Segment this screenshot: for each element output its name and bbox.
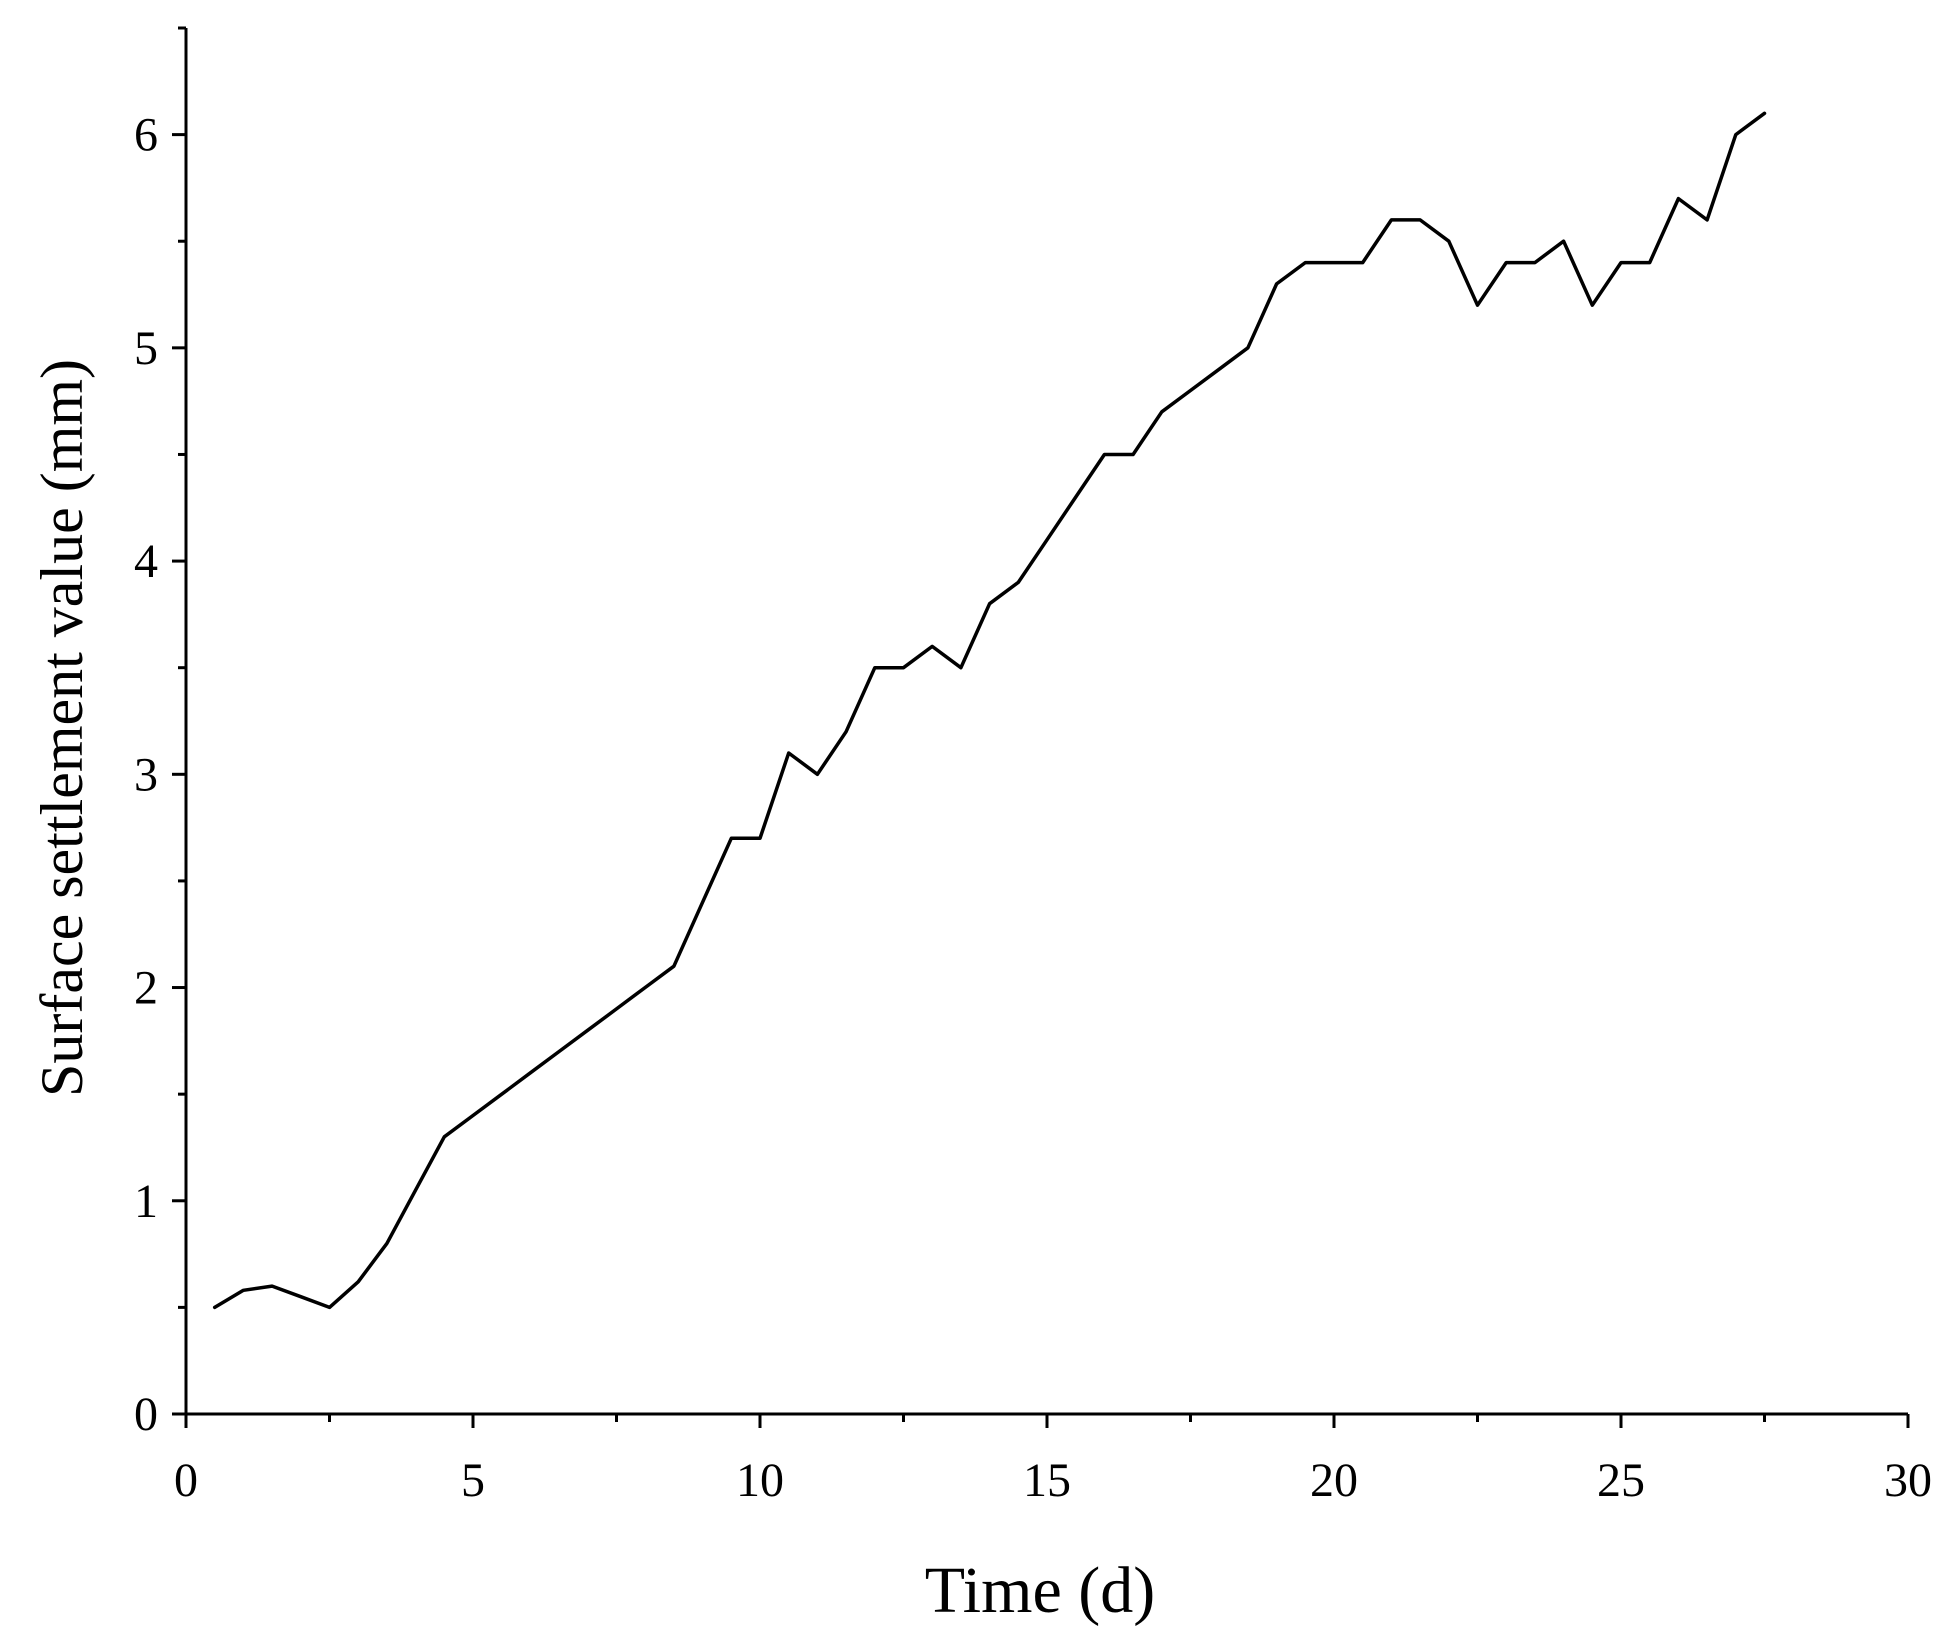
ticks xyxy=(172,26,1910,1428)
tick-labels: 0 5 10 15 20 25 30 0 1 2 3 4 5 6 xyxy=(134,109,1932,1507)
series xyxy=(212,111,1767,1310)
y-tick-label: 0 xyxy=(134,1388,158,1441)
series-line xyxy=(212,111,1767,1310)
x-tick-label: 20 xyxy=(1310,1454,1358,1507)
y-tick-label: 5 xyxy=(134,322,158,375)
x-tick-label: 10 xyxy=(736,1454,784,1507)
y-tick-label: 6 xyxy=(134,109,158,162)
x-tick-label: 30 xyxy=(1884,1454,1932,1507)
x-axis-title: Time (d) xyxy=(925,1554,1155,1627)
y-axis-title: Surface settlement value (mm) xyxy=(29,359,95,1097)
y-tick-label: 4 xyxy=(134,535,158,588)
x-tick-label: 5 xyxy=(461,1454,485,1507)
x-tick-label: 0 xyxy=(174,1454,198,1507)
y-tick-label: 3 xyxy=(134,748,158,801)
x-tick-label: 15 xyxy=(1023,1454,1071,1507)
axes xyxy=(184,28,1908,1416)
x-tick-label: 25 xyxy=(1597,1454,1645,1507)
y-tick-label: 2 xyxy=(134,962,158,1015)
y-tick-label: 1 xyxy=(134,1175,158,1228)
